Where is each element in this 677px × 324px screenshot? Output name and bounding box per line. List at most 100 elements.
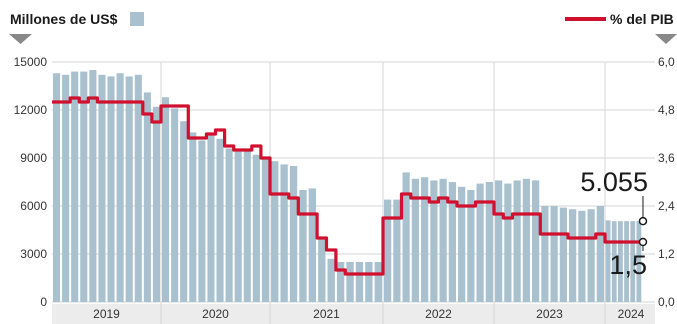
bar xyxy=(439,178,447,302)
bar xyxy=(624,221,629,302)
x-tick-label: 2024 xyxy=(618,307,645,321)
left-tick-label: 9000 xyxy=(20,151,47,165)
bar xyxy=(569,209,577,302)
right-tick-label: 0,0 xyxy=(658,295,675,309)
bar xyxy=(171,108,179,303)
bar xyxy=(355,262,364,302)
bar xyxy=(618,221,623,302)
bar xyxy=(550,206,558,302)
x-tick-label: 2020 xyxy=(202,307,229,321)
right-tick-label: 1,2 xyxy=(658,247,675,261)
x-tick-label: 2019 xyxy=(93,307,120,321)
bar xyxy=(280,164,288,302)
left-axis-marker-icon xyxy=(9,34,32,44)
bar xyxy=(71,71,79,302)
x-tick-label: 2021 xyxy=(313,307,340,321)
bar xyxy=(430,180,438,302)
right-axis-ticks: 6,0 4,8 3,6 2,4 1,2 0,0 xyxy=(658,55,675,309)
x-axis-labels: 2019 2020 2021 2022 2023 2024 xyxy=(93,307,645,321)
bar xyxy=(125,76,133,303)
bar xyxy=(216,138,224,302)
bar xyxy=(80,71,88,302)
bar xyxy=(98,74,106,302)
right-tick-label: 6,0 xyxy=(658,55,675,69)
left-tick-label: 12000 xyxy=(14,103,48,117)
right-axis-marker-icon xyxy=(655,34,677,44)
bar xyxy=(559,207,567,302)
bar xyxy=(189,132,197,302)
x-tick-label: 2023 xyxy=(536,307,563,321)
bar xyxy=(318,238,326,302)
bar xyxy=(243,150,251,302)
bar xyxy=(252,154,260,302)
bar xyxy=(596,206,604,302)
bar xyxy=(198,140,206,302)
bar xyxy=(402,172,410,302)
right-tick-label: 3,6 xyxy=(658,151,675,165)
bar xyxy=(336,262,345,302)
bar xyxy=(630,221,636,302)
bar xyxy=(152,106,161,302)
bar xyxy=(299,190,307,302)
bar xyxy=(578,210,586,302)
bar xyxy=(411,178,419,302)
bar xyxy=(365,262,373,302)
left-tick-label: 3000 xyxy=(20,247,47,261)
bar xyxy=(261,158,270,302)
left-tick-label: 6000 xyxy=(20,199,47,213)
x-axis-band xyxy=(52,304,655,324)
bar xyxy=(636,221,642,302)
left-tick-label: 15000 xyxy=(14,55,48,69)
bar xyxy=(308,188,317,302)
bar xyxy=(143,92,151,303)
bar-annotation-marker xyxy=(638,216,648,226)
bar xyxy=(207,135,215,302)
left-tick-label: 0 xyxy=(40,295,47,309)
right-tick-label: 2,4 xyxy=(658,199,675,213)
bar xyxy=(522,178,530,302)
bar xyxy=(161,97,170,302)
bar xyxy=(346,262,354,302)
bar xyxy=(89,70,97,302)
bar xyxy=(134,74,142,302)
bar xyxy=(180,121,188,302)
bar xyxy=(476,183,484,302)
bar xyxy=(504,183,512,302)
bar xyxy=(289,166,298,302)
right-tick-label: 4,8 xyxy=(658,103,675,117)
right-axis-title: % del PIB xyxy=(610,11,674,27)
line-series xyxy=(52,96,642,276)
bar xyxy=(485,182,493,302)
bar xyxy=(532,180,540,302)
bar xyxy=(541,206,549,302)
bar-legend-swatch xyxy=(130,12,144,26)
bar xyxy=(327,258,335,302)
line-annotation: 1,5 xyxy=(609,250,647,280)
bar xyxy=(225,148,233,302)
grid xyxy=(52,61,655,324)
line-annotation-marker xyxy=(638,237,648,247)
bar xyxy=(495,180,503,302)
annotations: 5.055 1,5 xyxy=(580,167,648,280)
bar xyxy=(448,182,456,302)
bar xyxy=(605,220,611,302)
bar xyxy=(234,151,242,302)
bar xyxy=(52,73,61,302)
bar xyxy=(467,190,475,302)
bar xyxy=(513,180,521,302)
bar xyxy=(384,199,392,302)
bar-series xyxy=(52,70,642,303)
bar xyxy=(393,199,401,302)
bar xyxy=(62,74,70,302)
left-axis-ticks: 15000 12000 9000 6000 3000 0 xyxy=(14,55,48,309)
bar xyxy=(116,73,124,302)
bar xyxy=(107,76,115,303)
x-tick-label: 2022 xyxy=(425,307,452,321)
bar xyxy=(611,221,617,302)
pib-line xyxy=(52,96,642,276)
bar xyxy=(374,262,382,302)
bar xyxy=(587,209,595,302)
bar xyxy=(271,161,279,302)
bar xyxy=(458,186,466,302)
